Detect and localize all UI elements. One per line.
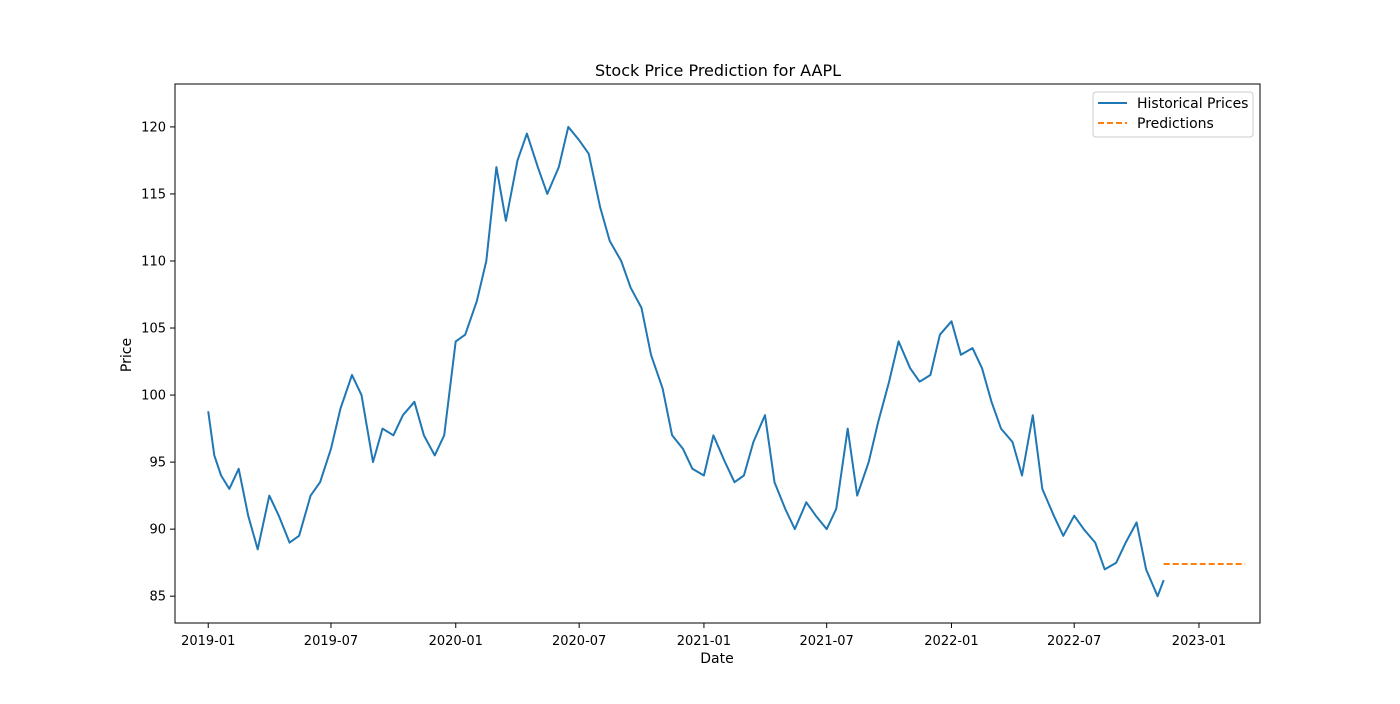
legend: Historical Prices Predictions xyxy=(1092,91,1254,138)
x-axis: 2019-01 2019-07 2020-01 2020-07 2021-01 2021-… xyxy=(181,623,1226,649)
y-tick-label: 115 xyxy=(141,187,166,202)
y-tick-label: 90 xyxy=(149,523,166,538)
x-tick-label: 2020-07 xyxy=(552,634,606,649)
x-tick-label: 2020-01 xyxy=(429,634,483,649)
plot-frame xyxy=(174,83,1261,624)
legend-box xyxy=(1092,91,1254,138)
y-tick-label: 120 xyxy=(141,120,166,135)
x-axis-title: Date xyxy=(700,651,733,667)
x-tick-label: 2022-01 xyxy=(924,634,978,649)
y-axis: 85 90 95 100 105 110 115 120 xyxy=(141,120,175,605)
x-tick-label: 2023-01 xyxy=(1172,634,1226,649)
plot-area xyxy=(207,125,1246,598)
legend-label-historical: Historical Prices xyxy=(1137,96,1248,112)
y-tick-label: 100 xyxy=(141,389,166,404)
x-tick-label: 2021-01 xyxy=(677,634,731,649)
chart-title: Stock Price Prediction for AAPL xyxy=(595,61,841,80)
x-tick-label: 2019-01 xyxy=(181,634,235,649)
y-axis-title: Price xyxy=(119,338,135,372)
y-tick-label: 110 xyxy=(141,254,166,269)
y-tick-label: 105 xyxy=(141,322,166,337)
y-tick-label: 95 xyxy=(149,456,166,471)
x-tick-label: 2022-07 xyxy=(1047,634,1101,649)
x-tick-label: 2021-07 xyxy=(800,634,854,649)
series-line-historical xyxy=(207,125,1165,598)
y-tick-label: 85 xyxy=(149,590,166,605)
legend-label-predictions: Predictions xyxy=(1137,116,1214,132)
x-tick-label: 2019-07 xyxy=(304,634,358,649)
